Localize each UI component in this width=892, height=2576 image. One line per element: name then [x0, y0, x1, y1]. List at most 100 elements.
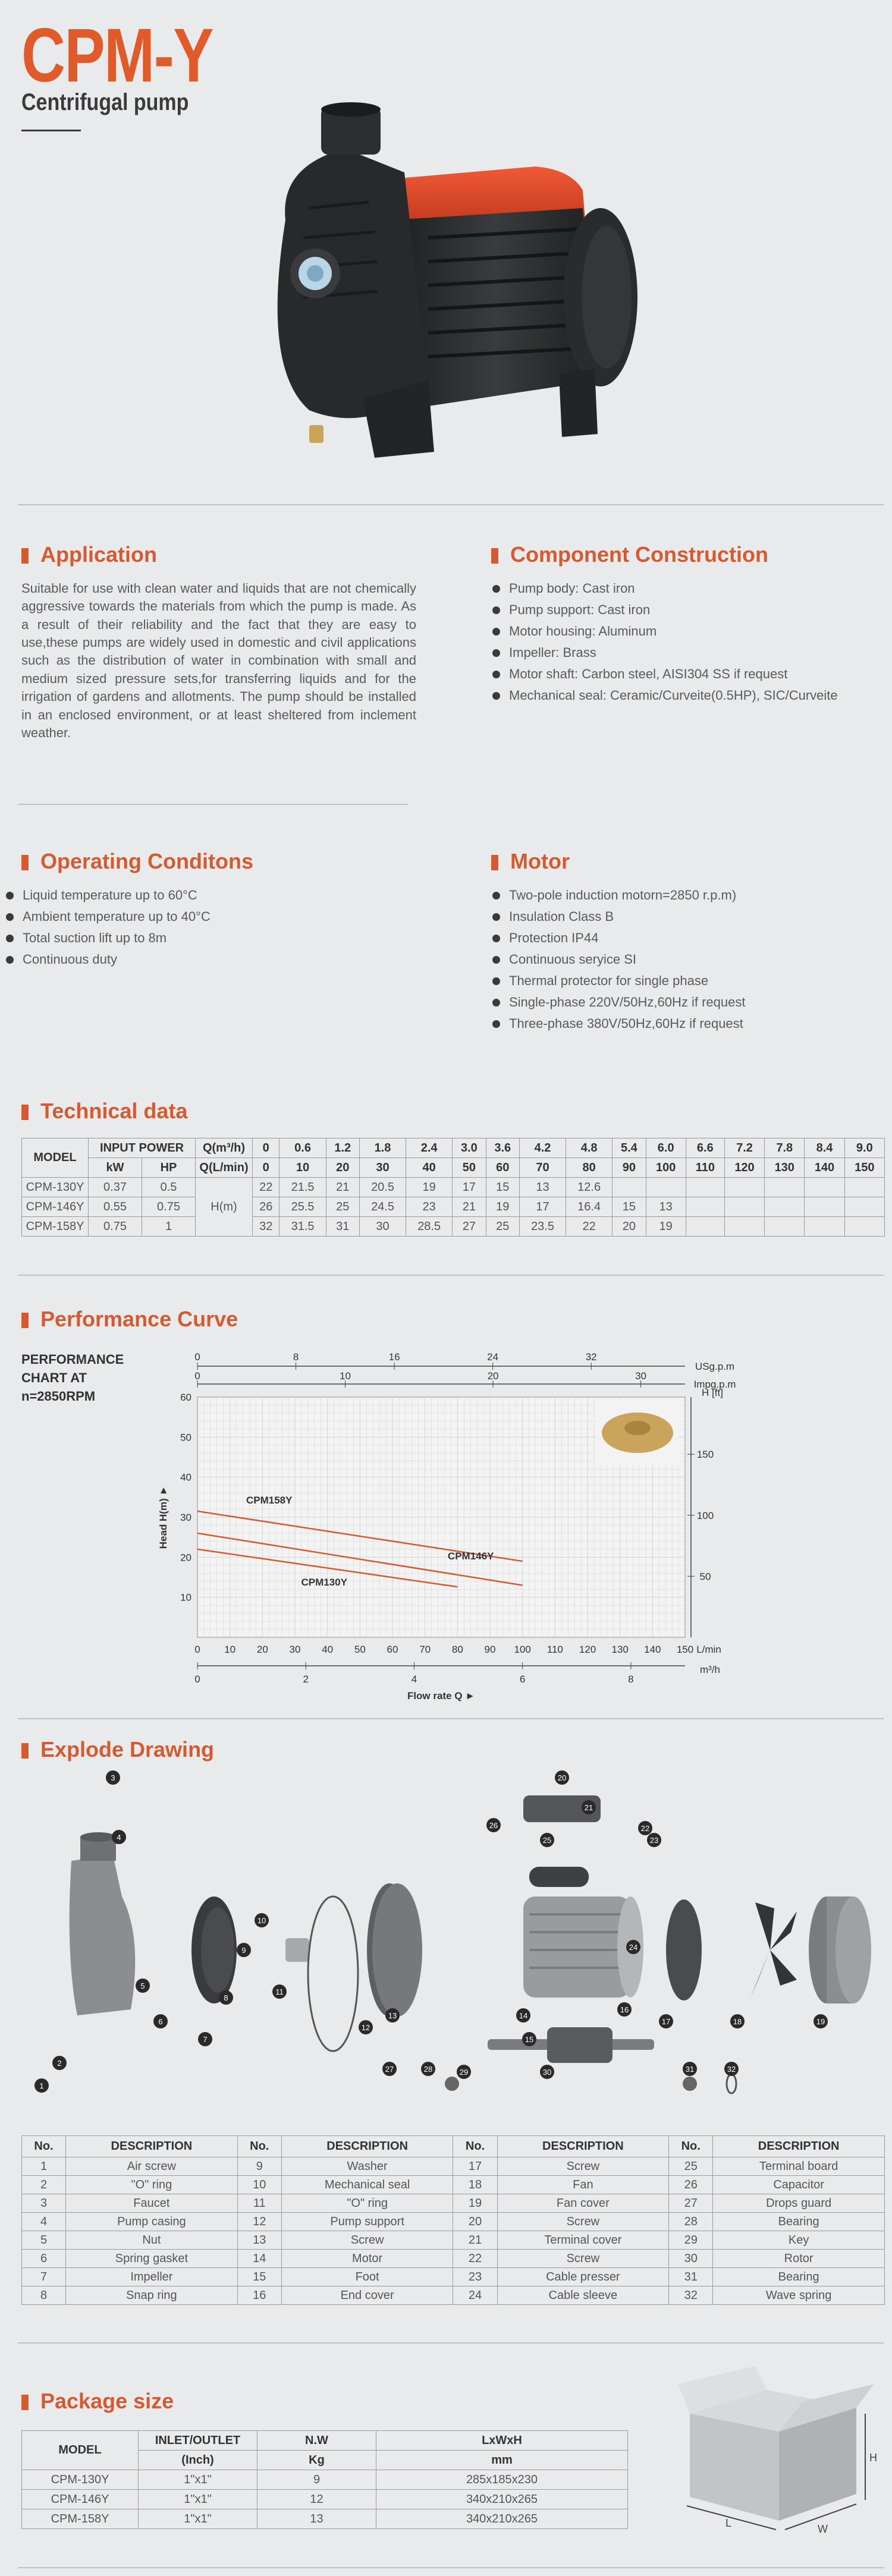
part-number: 3: [21, 2194, 67, 2213]
application-text: Suitable for use with clean water and li…: [21, 581, 416, 740]
table-cell: 0.5: [142, 1177, 196, 1197]
callout-number: 20: [558, 1773, 566, 1782]
box-label-l: L: [725, 2517, 731, 2529]
x-tick-label: 40: [322, 1644, 333, 1655]
callout-marker: [626, 1940, 640, 1954]
q-m3h-cell: 5.4: [612, 1138, 646, 1158]
section-marker-icon: [491, 853, 498, 870]
callout-number: 27: [385, 2065, 394, 2074]
table-cell: [612, 1177, 646, 1197]
q-m3h-cell: 7.8: [764, 1138, 805, 1158]
part-description: Wave spring: [712, 2286, 885, 2305]
callout-marker: [153, 2014, 168, 2028]
table-cell: 17: [519, 1197, 567, 1217]
callout-number: 8: [224, 1993, 228, 2002]
part-number: 28: [668, 2212, 714, 2231]
part-number: 31: [668, 2267, 714, 2286]
impgpm-tick-label: 20: [488, 1370, 499, 1382]
q-lmin-cell: 100: [645, 1158, 686, 1178]
part-description: Pump casing: [65, 2212, 238, 2231]
col-input-power: INPUT POWER: [88, 1138, 196, 1158]
callout-number: 30: [543, 2068, 551, 2077]
part-description: "O" ring: [281, 2194, 454, 2213]
application-header: Application: [21, 542, 157, 567]
callout-marker: [457, 2065, 471, 2079]
q-lmin-cell: 30: [359, 1158, 407, 1178]
table-cell: 22: [566, 1216, 613, 1237]
callout-number: 18: [733, 2017, 742, 2026]
section-marker-icon: [21, 2392, 29, 2410]
part-description: "O" ring: [65, 2175, 238, 2194]
table-row: 8 Snap ring 16 End cover 24 Cable sleeve 32 Wav…: [21, 2286, 885, 2305]
table-cell: 23.5: [519, 1216, 567, 1237]
callout-number: 28: [424, 2065, 432, 2074]
y-tick-label: 40: [180, 1472, 191, 1483]
part-description: Screw: [497, 2157, 670, 2176]
component-header: Component Construction: [491, 542, 768, 567]
impeller-thumb-hub: [624, 1421, 651, 1435]
series-label: CPM130Y: [301, 1577, 347, 1588]
col-nw-unit: Kg: [257, 2450, 376, 2470]
callout-marker: [421, 2062, 435, 2076]
col-hp: HP: [142, 1158, 196, 1178]
table-cell: [685, 1177, 725, 1197]
part-description: Screw: [281, 2231, 454, 2250]
part-description: Drops guard: [712, 2194, 885, 2213]
table-row: 3 Faucet 11 "O" ring 19 Fan cover 27 Drops guar…: [21, 2194, 885, 2213]
q-lmin-cell: 0: [252, 1158, 280, 1178]
part-number: 20: [453, 2212, 498, 2231]
x-tick-label: 120: [579, 1644, 596, 1655]
package-box-image: H L W: [678, 2366, 877, 2535]
q-m3h-cell: 2.4: [406, 1138, 453, 1158]
list-item: Motor shaft: Carbon steel, AISI304 SS if…: [491, 663, 838, 685]
callout-number: 16: [620, 2005, 629, 2014]
callout-marker: [540, 1833, 554, 1847]
callout-marker: [34, 2078, 49, 2093]
q-m3h-cell: 4.8: [566, 1138, 613, 1158]
table-row: 1 Air screw 9 Washer 17 Screw 25 Terminal board: [21, 2157, 885, 2176]
part-number: 26: [668, 2175, 714, 2194]
callout-number: 10: [257, 1916, 266, 1925]
series-label: CPM146Y: [448, 1550, 494, 1562]
table-cell: [804, 1216, 845, 1237]
part-description: Impeller: [65, 2267, 238, 2286]
series-label: CPM158Y: [246, 1495, 293, 1506]
table-cell: 340x210x265: [376, 2509, 628, 2529]
callout-marker: [659, 2014, 673, 2028]
callout-marker: [359, 2020, 373, 2034]
table-cell: 19: [406, 1177, 453, 1197]
table-row: 5 Nut 13 Screw 21 Terminal cover 29 Key: [21, 2231, 885, 2250]
table-cell: CPM-146Y: [21, 2489, 139, 2509]
impgpm-tick-label: 0: [194, 1370, 200, 1382]
table-cell: CPM-130Y: [21, 1177, 89, 1197]
x-unit-label: L/min: [696, 1644, 721, 1655]
callout-number: 13: [388, 2011, 397, 2020]
chart-side-label-line: n=2850RPM: [21, 1388, 96, 1404]
list-item: Pump support: Cast iron: [491, 599, 838, 621]
table-cell: 15: [612, 1197, 646, 1217]
callout-number: 1: [39, 2081, 43, 2090]
box-label-h: H: [869, 2452, 877, 2464]
table-cell: CPM-158Y: [21, 2509, 139, 2529]
technical-table: MODEL INPUT POWER Q(m³/h) 0 0.6 1.2 1.8 …: [21, 1138, 885, 1237]
x-tick-label: 0: [194, 1644, 200, 1655]
package-table: MODEL INLET/OUTLET N.W LxWxH (Inch) Kg m…: [21, 2430, 628, 2529]
col-model: MODEL: [21, 2430, 139, 2470]
part-number: 30: [668, 2249, 714, 2268]
part-description: Rotor: [712, 2249, 885, 2268]
table-cell: 0.37: [88, 1177, 142, 1197]
callout-number: 25: [543, 1836, 551, 1845]
part-description: Mechanical seal: [281, 2175, 454, 2194]
table-cell: 19: [645, 1216, 686, 1237]
table-row: 2 "O" ring 10 Mechanical seal 18 Fan 26 Capacit…: [21, 2175, 885, 2194]
part-number: 12: [237, 2212, 282, 2231]
table-cell: 15: [485, 1177, 520, 1197]
col-inlet: INLET/OUTLET: [138, 2430, 257, 2451]
table-cell: 1"x1": [138, 2509, 257, 2529]
component-title: Component Construction: [510, 542, 768, 567]
q-lmin-cell: 60: [485, 1158, 520, 1178]
explode-header: Explode Drawing: [21, 1737, 214, 1762]
col-q-m3h: Q(m³/h): [195, 1138, 253, 1158]
technical-header: Technical data: [21, 1099, 187, 1124]
q-lmin-cell: 10: [279, 1158, 326, 1178]
